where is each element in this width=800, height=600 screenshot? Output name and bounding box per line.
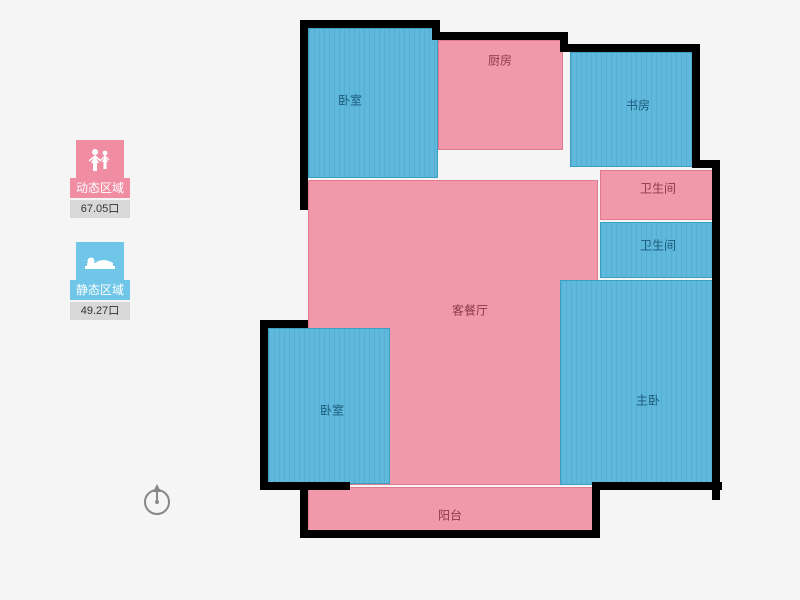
wall-1 [300,20,440,28]
legend-static-label: 静态区域 [70,280,130,300]
people-icon [76,140,124,180]
floorplan: 卧室厨房书房卫生间卫生间客餐厅卧室主卧阳台 [260,20,740,570]
room-label-kitchen: 厨房 [488,52,512,69]
legend-dynamic-value: 67.05口 [70,200,130,218]
room-label-study: 书房 [626,97,650,114]
room-label-bathroom-1: 卫生间 [640,180,676,197]
wall-0 [300,20,308,140]
room-label-master-bedroom: 主卧 [636,392,660,409]
wall-18 [592,482,722,490]
room-label-bedroom-2: 卧室 [320,402,344,419]
room-label-living-dining: 客餐厅 [452,302,488,319]
wall-10 [300,140,308,210]
room-master-bedroom [560,280,715,485]
wall-12 [260,320,308,328]
legend-static-value: 49.27口 [70,302,130,320]
legend-static: 静态区域 49.27口 [70,242,130,320]
room-label-bathroom-2: 卫生间 [640,237,676,254]
room-label-balcony: 阳台 [438,507,462,524]
legend-dynamic: 动态区域 67.05口 [70,140,130,218]
wall-16 [300,482,350,490]
wall-11 [260,320,268,490]
wall-19 [592,530,600,538]
wall-15 [300,530,600,538]
sleep-icon [76,242,124,282]
wall-3 [432,32,562,40]
legend-dynamic-label: 动态区域 [70,178,130,198]
room-bedroom-1 [308,28,438,178]
room-label-bedroom-1: 卧室 [338,92,362,109]
wall-6 [560,44,700,52]
compass-icon [140,480,174,523]
wall-9 [712,160,720,500]
legend: 动态区域 67.05口 静态区域 49.27口 [70,140,130,344]
wall-7 [692,44,700,164]
